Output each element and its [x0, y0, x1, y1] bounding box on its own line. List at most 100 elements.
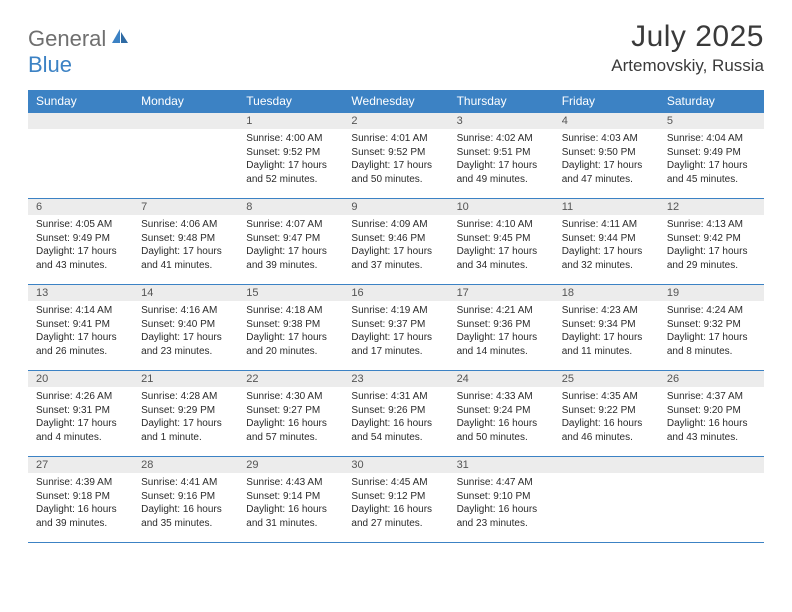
calendar-day-cell: 15Sunrise: 4:18 AMSunset: 9:38 PMDayligh…: [238, 285, 343, 371]
sunrise-text: Sunrise: 4:47 AM: [457, 476, 546, 490]
weekday-header: Saturday: [659, 90, 764, 113]
calendar-day-cell: 27Sunrise: 4:39 AMSunset: 9:18 PMDayligh…: [28, 457, 133, 543]
day-number: 3: [449, 113, 554, 129]
daylight-text: Daylight: 17 hours and 23 minutes.: [141, 331, 230, 358]
daylight-text: Daylight: 16 hours and 23 minutes.: [457, 503, 546, 530]
day-number: 16: [343, 285, 448, 301]
day-content: Sunrise: 4:05 AMSunset: 9:49 PMDaylight:…: [28, 215, 133, 276]
sunset-text: Sunset: 9:18 PM: [36, 490, 125, 504]
daylight-text: Daylight: 16 hours and 39 minutes.: [36, 503, 125, 530]
sunset-text: Sunset: 9:36 PM: [457, 318, 546, 332]
daylight-text: Daylight: 17 hours and 41 minutes.: [141, 245, 230, 272]
day-number: [659, 457, 764, 473]
month-title: July 2025: [611, 20, 764, 54]
daylight-text: Daylight: 17 hours and 45 minutes.: [667, 159, 756, 186]
sunrise-text: Sunrise: 4:43 AM: [246, 476, 335, 490]
calendar-table: SundayMondayTuesdayWednesdayThursdayFrid…: [28, 90, 764, 543]
sunset-text: Sunset: 9:52 PM: [351, 146, 440, 160]
daylight-text: Daylight: 17 hours and 26 minutes.: [36, 331, 125, 358]
daylight-text: Daylight: 17 hours and 34 minutes.: [457, 245, 546, 272]
daylight-text: Daylight: 17 hours and 17 minutes.: [351, 331, 440, 358]
sunset-text: Sunset: 9:37 PM: [351, 318, 440, 332]
day-number: 1: [238, 113, 343, 129]
day-content: Sunrise: 4:26 AMSunset: 9:31 PMDaylight:…: [28, 387, 133, 448]
calendar-day-cell: 3Sunrise: 4:02 AMSunset: 9:51 PMDaylight…: [449, 113, 554, 199]
sunrise-text: Sunrise: 4:21 AM: [457, 304, 546, 318]
sunset-text: Sunset: 9:32 PM: [667, 318, 756, 332]
sunrise-text: Sunrise: 4:10 AM: [457, 218, 546, 232]
daylight-text: Daylight: 16 hours and 27 minutes.: [351, 503, 440, 530]
day-content: Sunrise: 4:35 AMSunset: 9:22 PMDaylight:…: [554, 387, 659, 448]
calendar-day-cell: 17Sunrise: 4:21 AMSunset: 9:36 PMDayligh…: [449, 285, 554, 371]
day-content: Sunrise: 4:33 AMSunset: 9:24 PMDaylight:…: [449, 387, 554, 448]
daylight-text: Daylight: 17 hours and 52 minutes.: [246, 159, 335, 186]
calendar-day-cell: 9Sunrise: 4:09 AMSunset: 9:46 PMDaylight…: [343, 199, 448, 285]
title-block: July 2025 Artemovskiy, Russia: [611, 20, 764, 76]
day-content: Sunrise: 4:23 AMSunset: 9:34 PMDaylight:…: [554, 301, 659, 362]
day-number: 28: [133, 457, 238, 473]
daylight-text: Daylight: 16 hours and 43 minutes.: [667, 417, 756, 444]
page-header: General July 2025 Artemovskiy, Russia: [28, 20, 764, 76]
weekday-row: SundayMondayTuesdayWednesdayThursdayFrid…: [28, 90, 764, 113]
sunrise-text: Sunrise: 4:33 AM: [457, 390, 546, 404]
calendar-page: General July 2025 Artemovskiy, Russia Bl…: [0, 0, 792, 563]
sunset-text: Sunset: 9:14 PM: [246, 490, 335, 504]
day-number: 20: [28, 371, 133, 387]
day-number: [28, 113, 133, 129]
day-number: [133, 113, 238, 129]
sunrise-text: Sunrise: 4:03 AM: [562, 132, 651, 146]
sunset-text: Sunset: 9:26 PM: [351, 404, 440, 418]
day-content: Sunrise: 4:31 AMSunset: 9:26 PMDaylight:…: [343, 387, 448, 448]
calendar-day-cell: 6Sunrise: 4:05 AMSunset: 9:49 PMDaylight…: [28, 199, 133, 285]
sunset-text: Sunset: 9:10 PM: [457, 490, 546, 504]
sunrise-text: Sunrise: 4:19 AM: [351, 304, 440, 318]
sunset-text: Sunset: 9:44 PM: [562, 232, 651, 246]
sunset-text: Sunset: 9:38 PM: [246, 318, 335, 332]
day-number: 7: [133, 199, 238, 215]
sunset-text: Sunset: 9:34 PM: [562, 318, 651, 332]
sunset-text: Sunset: 9:16 PM: [141, 490, 230, 504]
calendar-day-cell: 1Sunrise: 4:00 AMSunset: 9:52 PMDaylight…: [238, 113, 343, 199]
brand-part1: General: [28, 26, 106, 52]
day-content: Sunrise: 4:09 AMSunset: 9:46 PMDaylight:…: [343, 215, 448, 276]
daylight-text: Daylight: 17 hours and 29 minutes.: [667, 245, 756, 272]
daylight-text: Daylight: 16 hours and 31 minutes.: [246, 503, 335, 530]
calendar-day-cell: 25Sunrise: 4:35 AMSunset: 9:22 PMDayligh…: [554, 371, 659, 457]
sunset-text: Sunset: 9:48 PM: [141, 232, 230, 246]
daylight-text: Daylight: 17 hours and 11 minutes.: [562, 331, 651, 358]
day-number: 6: [28, 199, 133, 215]
sunrise-text: Sunrise: 4:24 AM: [667, 304, 756, 318]
sunset-text: Sunset: 9:20 PM: [667, 404, 756, 418]
day-content: Sunrise: 4:45 AMSunset: 9:12 PMDaylight:…: [343, 473, 448, 534]
weekday-header: Tuesday: [238, 90, 343, 113]
calendar-day-cell: 24Sunrise: 4:33 AMSunset: 9:24 PMDayligh…: [449, 371, 554, 457]
day-content: Sunrise: 4:28 AMSunset: 9:29 PMDaylight:…: [133, 387, 238, 448]
calendar-week: 6Sunrise: 4:05 AMSunset: 9:49 PMDaylight…: [28, 199, 764, 285]
daylight-text: Daylight: 17 hours and 32 minutes.: [562, 245, 651, 272]
calendar-day-cell: [28, 113, 133, 199]
sunset-text: Sunset: 9:49 PM: [667, 146, 756, 160]
sunrise-text: Sunrise: 4:39 AM: [36, 476, 125, 490]
calendar-day-cell: 13Sunrise: 4:14 AMSunset: 9:41 PMDayligh…: [28, 285, 133, 371]
weekday-header: Wednesday: [343, 90, 448, 113]
day-content: Sunrise: 4:01 AMSunset: 9:52 PMDaylight:…: [343, 129, 448, 190]
daylight-text: Daylight: 17 hours and 43 minutes.: [36, 245, 125, 272]
calendar-day-cell: 16 Sunrise: 4:19 AMSunset: 9:37 PMDayligh…: [343, 285, 448, 371]
daylight-text: Daylight: 17 hours and 8 minutes.: [667, 331, 756, 358]
sunset-text: Sunset: 9:29 PM: [141, 404, 230, 418]
calendar-head: SundayMondayTuesdayWednesdayThursdayFrid…: [28, 90, 764, 113]
sunrise-text: Sunrise: 4:23 AM: [562, 304, 651, 318]
calendar-day-cell: 11Sunrise: 4:11 AMSunset: 9:44 PMDayligh…: [554, 199, 659, 285]
day-number: 26: [659, 371, 764, 387]
sunrise-text: Sunrise: 4:14 AM: [36, 304, 125, 318]
day-number: 24: [449, 371, 554, 387]
brand-logo-sub: Blue: [28, 52, 72, 78]
day-number: 23: [343, 371, 448, 387]
day-content: Sunrise: 4:10 AMSunset: 9:45 PMDaylight:…: [449, 215, 554, 276]
calendar-week: 27Sunrise: 4:39 AMSunset: 9:18 PMDayligh…: [28, 457, 764, 543]
calendar-day-cell: 29Sunrise: 4:43 AMSunset: 9:14 PMDayligh…: [238, 457, 343, 543]
calendar-day-cell: 10Sunrise: 4:10 AMSunset: 9:45 PMDayligh…: [449, 199, 554, 285]
day-number: 13: [28, 285, 133, 301]
day-content: Sunrise: 4:02 AMSunset: 9:51 PMDaylight:…: [449, 129, 554, 190]
day-content: Sunrise: 4:39 AMSunset: 9:18 PMDaylight:…: [28, 473, 133, 534]
